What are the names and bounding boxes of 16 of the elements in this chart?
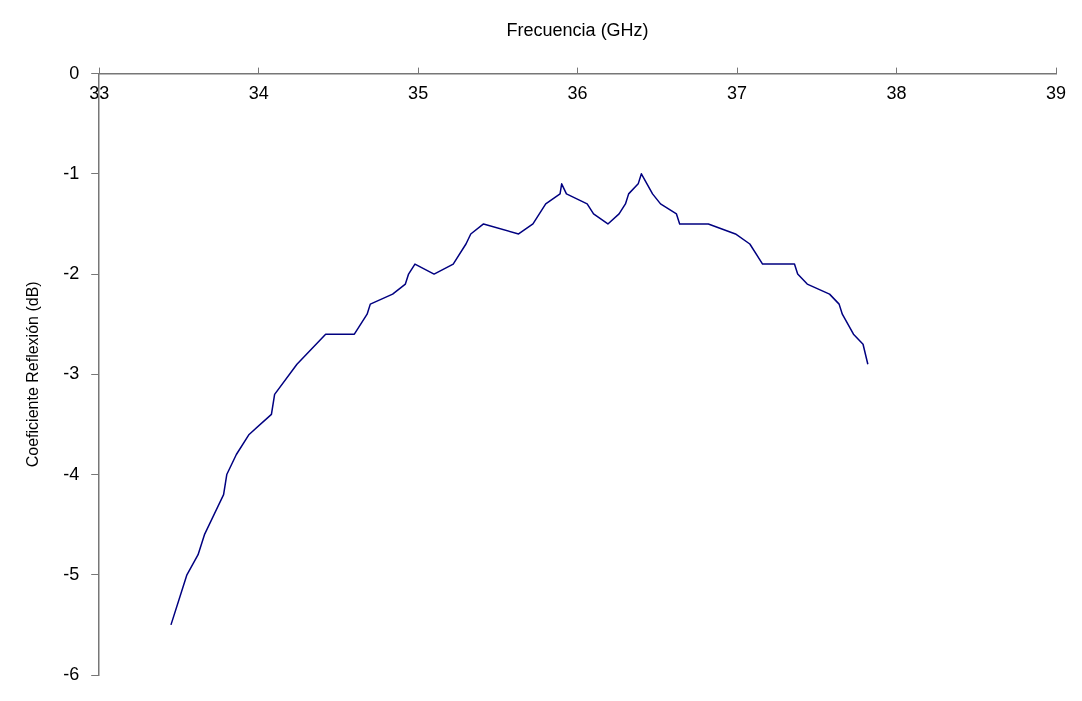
x-tick-label: 37 [727,83,748,104]
x-tick-label: 33 [89,83,110,104]
y-tick-label: -4 [63,463,80,484]
y-tick-label: -1 [63,162,80,183]
x-tick-label: 39 [1045,83,1067,104]
y-tick-label: -6 [63,663,80,684]
x-tick-label: 36 [567,83,588,104]
y-axis-title: Coeficiente Reflexión (dB) [24,281,42,468]
x-tick-label: 35 [408,83,429,104]
y-tick-label: -5 [63,563,80,584]
y-tick-label: -3 [63,363,80,384]
x-tick-label: 34 [248,83,269,104]
x-tick-label: 38 [886,83,907,104]
y-tick-label: 0 [69,62,80,83]
x-axis-title: Frecuencia (GHz) [506,19,649,40]
y-tick-label: -2 [63,263,80,284]
